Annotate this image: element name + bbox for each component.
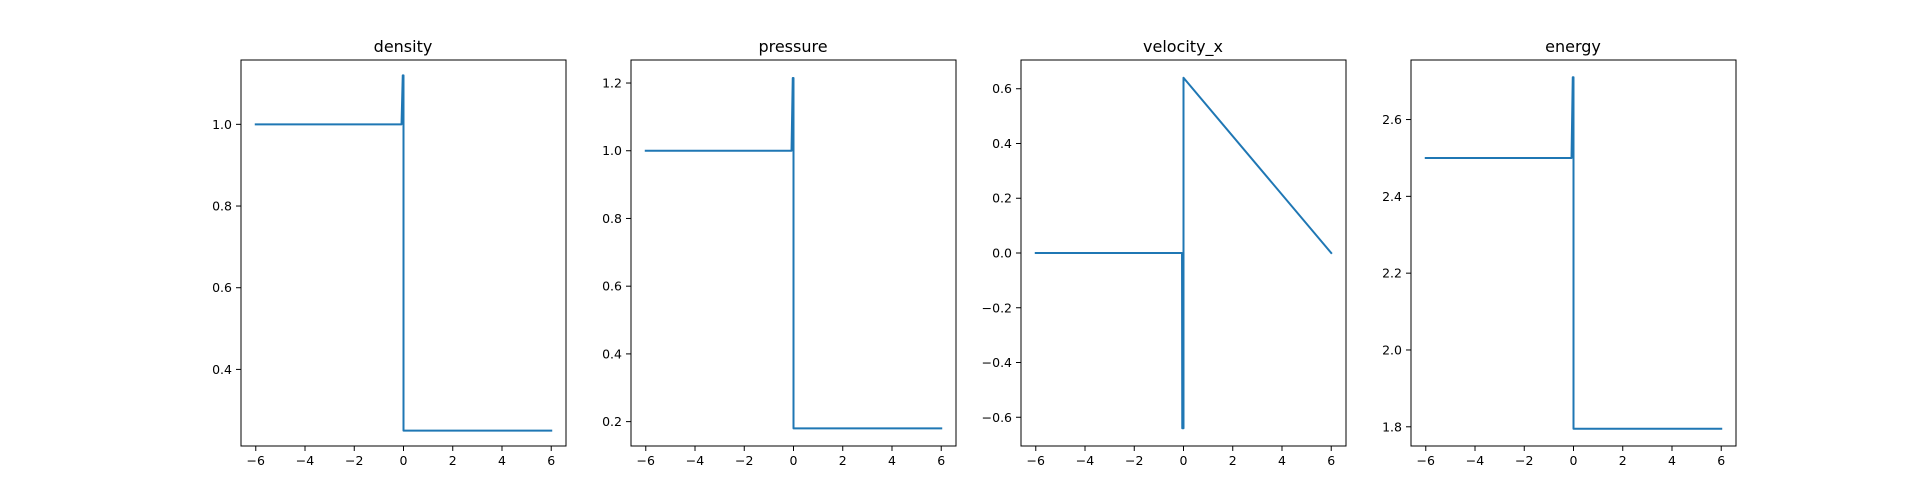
pressure-y-tick-label: 0.8 bbox=[602, 211, 622, 226]
velocity-x-x-tick-label: 6 bbox=[1327, 453, 1335, 468]
density-x-tick-label: −6 bbox=[247, 453, 265, 468]
density-title: density bbox=[374, 37, 433, 56]
pressure-y-tick-label: 0.4 bbox=[602, 346, 622, 361]
velocity-x-y-tick-label: 0.0 bbox=[992, 246, 1012, 261]
energy-panel: energy −6 −4 −2 0 2 4 6 1.8 2.0 2.2 2.4 2.6 bbox=[1382, 37, 1737, 468]
pressure-y-tick-label: 1.0 bbox=[602, 143, 622, 158]
velocity-x-panel: velocity_x −6 −4 −2 0 2 4 6 −0.6 −0.4 −0.2 0.0 0.2 0… bbox=[982, 37, 1347, 468]
density-x-tick-label: −4 bbox=[296, 453, 314, 468]
energy-plot-area: −6 −4 −2 0 2 4 6 1.8 2.0 2.2 2.4 2.6 bbox=[1382, 59, 1737, 468]
velocity-x-x-tick-label: −2 bbox=[1125, 453, 1143, 468]
velocity-x-x-tick-label: 2 bbox=[1229, 453, 1237, 468]
pressure-series-line-0 bbox=[644, 76, 943, 430]
energy-x-tick-label: 0 bbox=[1570, 453, 1578, 468]
pressure-x-tick-label: 0 bbox=[790, 453, 798, 468]
density-y-tick-label: 0.6 bbox=[212, 280, 232, 295]
pressure-x-tick-label: −4 bbox=[686, 453, 704, 468]
density-x-tick-label: 0 bbox=[400, 453, 408, 468]
velocity-x-y-tick-label: −0.6 bbox=[982, 410, 1012, 425]
energy-x-tick-label: −4 bbox=[1466, 453, 1484, 468]
energy-x-tick-label: 2 bbox=[1619, 453, 1627, 468]
energy-x-tick-label: 4 bbox=[1668, 453, 1676, 468]
density-y-tick-label: 0.8 bbox=[212, 199, 232, 214]
density-x-tick-label: −2 bbox=[345, 453, 363, 468]
velocity-x-plot-area: −6 −4 −2 0 2 4 6 −0.6 −0.4 −0.2 0.0 0.2 0.4 0.6 bbox=[982, 59, 1347, 468]
energy-series-line-0 bbox=[1424, 76, 1723, 430]
velocity-x-y-tick-label: 0.2 bbox=[992, 191, 1012, 206]
energy-y-tick-label: 2.0 bbox=[1382, 342, 1402, 357]
pressure-x-tick-label: 4 bbox=[888, 453, 896, 468]
pressure-y-tick-label: 0.6 bbox=[602, 279, 622, 294]
energy-y-tick-label: 2.4 bbox=[1382, 189, 1402, 204]
energy-x-tick-label: 6 bbox=[1717, 453, 1725, 468]
velocity-x-title: velocity_x bbox=[1143, 37, 1223, 57]
density-x-tick-label: 6 bbox=[547, 453, 555, 468]
pressure-y-tick-label: 1.2 bbox=[602, 76, 622, 91]
density-panel: density −6 −4 −2 0 2 4 6 0.4 0.6 0.8 1.0 bbox=[212, 37, 567, 468]
velocity-x-x-tick-label: 0 bbox=[1180, 453, 1188, 468]
pressure-y-tick-label: 0.2 bbox=[602, 414, 622, 429]
velocity-x-y-tick-label: 0.4 bbox=[992, 136, 1012, 151]
velocity-x-x-tick-label: −6 bbox=[1027, 453, 1045, 468]
velocity-x-y-tick-label: 0.6 bbox=[992, 81, 1012, 96]
velocity-x-y-tick-label: −0.2 bbox=[982, 300, 1012, 315]
energy-y-tick-label: 2.2 bbox=[1382, 266, 1402, 281]
pressure-x-tick-label: 6 bbox=[937, 453, 945, 468]
pressure-x-tick-label: 2 bbox=[839, 453, 847, 468]
velocity-x-x-tick-label: −4 bbox=[1076, 453, 1094, 468]
pressure-x-tick-label: −6 bbox=[637, 453, 655, 468]
density-plot-area: −6 −4 −2 0 2 4 6 0.4 0.6 0.8 1.0 bbox=[212, 59, 567, 468]
density-y-tick-label: 1.0 bbox=[212, 117, 232, 132]
energy-title: energy bbox=[1545, 37, 1601, 56]
pressure-panel: pressure −6 −4 −2 0 2 4 6 0.2 0.4 0.6 0.8 1.0 1.2 bbox=[602, 37, 957, 468]
velocity-x-series-line-0 bbox=[1034, 76, 1333, 430]
energy-y-tick-label: 2.6 bbox=[1382, 112, 1402, 127]
density-y-tick-label: 0.4 bbox=[212, 362, 232, 377]
energy-x-tick-label: −2 bbox=[1515, 453, 1533, 468]
energy-x-tick-label: −6 bbox=[1417, 453, 1435, 468]
pressure-plot-area: −6 −4 −2 0 2 4 6 0.2 0.4 0.6 0.8 1.0 1.2 bbox=[602, 59, 957, 468]
velocity-x-x-tick-label: 4 bbox=[1278, 453, 1286, 468]
pressure-title: pressure bbox=[758, 37, 827, 56]
energy-y-tick-label: 1.8 bbox=[1382, 419, 1402, 434]
density-series-line-0 bbox=[254, 74, 553, 432]
velocity-x-y-tick-label: −0.4 bbox=[982, 355, 1012, 370]
pressure-x-tick-label: −2 bbox=[735, 453, 753, 468]
density-x-tick-label: 2 bbox=[449, 453, 457, 468]
density-x-tick-label: 4 bbox=[498, 453, 506, 468]
